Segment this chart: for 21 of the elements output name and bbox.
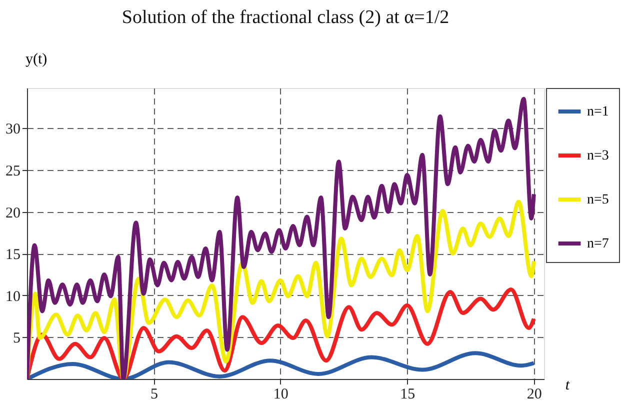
legend-label: n=7 xyxy=(587,236,609,252)
x-tick-label: 20 xyxy=(526,386,542,402)
line-series xyxy=(27,351,536,379)
x-axis-title: t xyxy=(565,378,570,394)
y-axis-title: y(t) xyxy=(26,52,48,68)
x-tick-label: 15 xyxy=(400,386,416,402)
chart-title: Solution of the fractional class (2) at α=1/2 xyxy=(122,7,450,28)
y-tick-label: 30 xyxy=(6,122,20,138)
y-tick-label: 10 xyxy=(6,288,20,305)
y-tick-label: 25 xyxy=(6,163,20,180)
y-tick-label: 5 xyxy=(13,330,20,347)
y-tick-label: 15 xyxy=(6,247,20,264)
line-series xyxy=(27,96,536,379)
x-tick-label: 5 xyxy=(150,386,158,402)
legend-label: n=3 xyxy=(587,148,609,164)
line-series xyxy=(27,200,536,379)
line-series xyxy=(27,288,536,379)
y-tick-label: 20 xyxy=(6,205,20,222)
legend-label: n=5 xyxy=(587,192,609,208)
legend-label: n=1 xyxy=(587,104,609,120)
x-tick-label: 10 xyxy=(273,386,288,402)
